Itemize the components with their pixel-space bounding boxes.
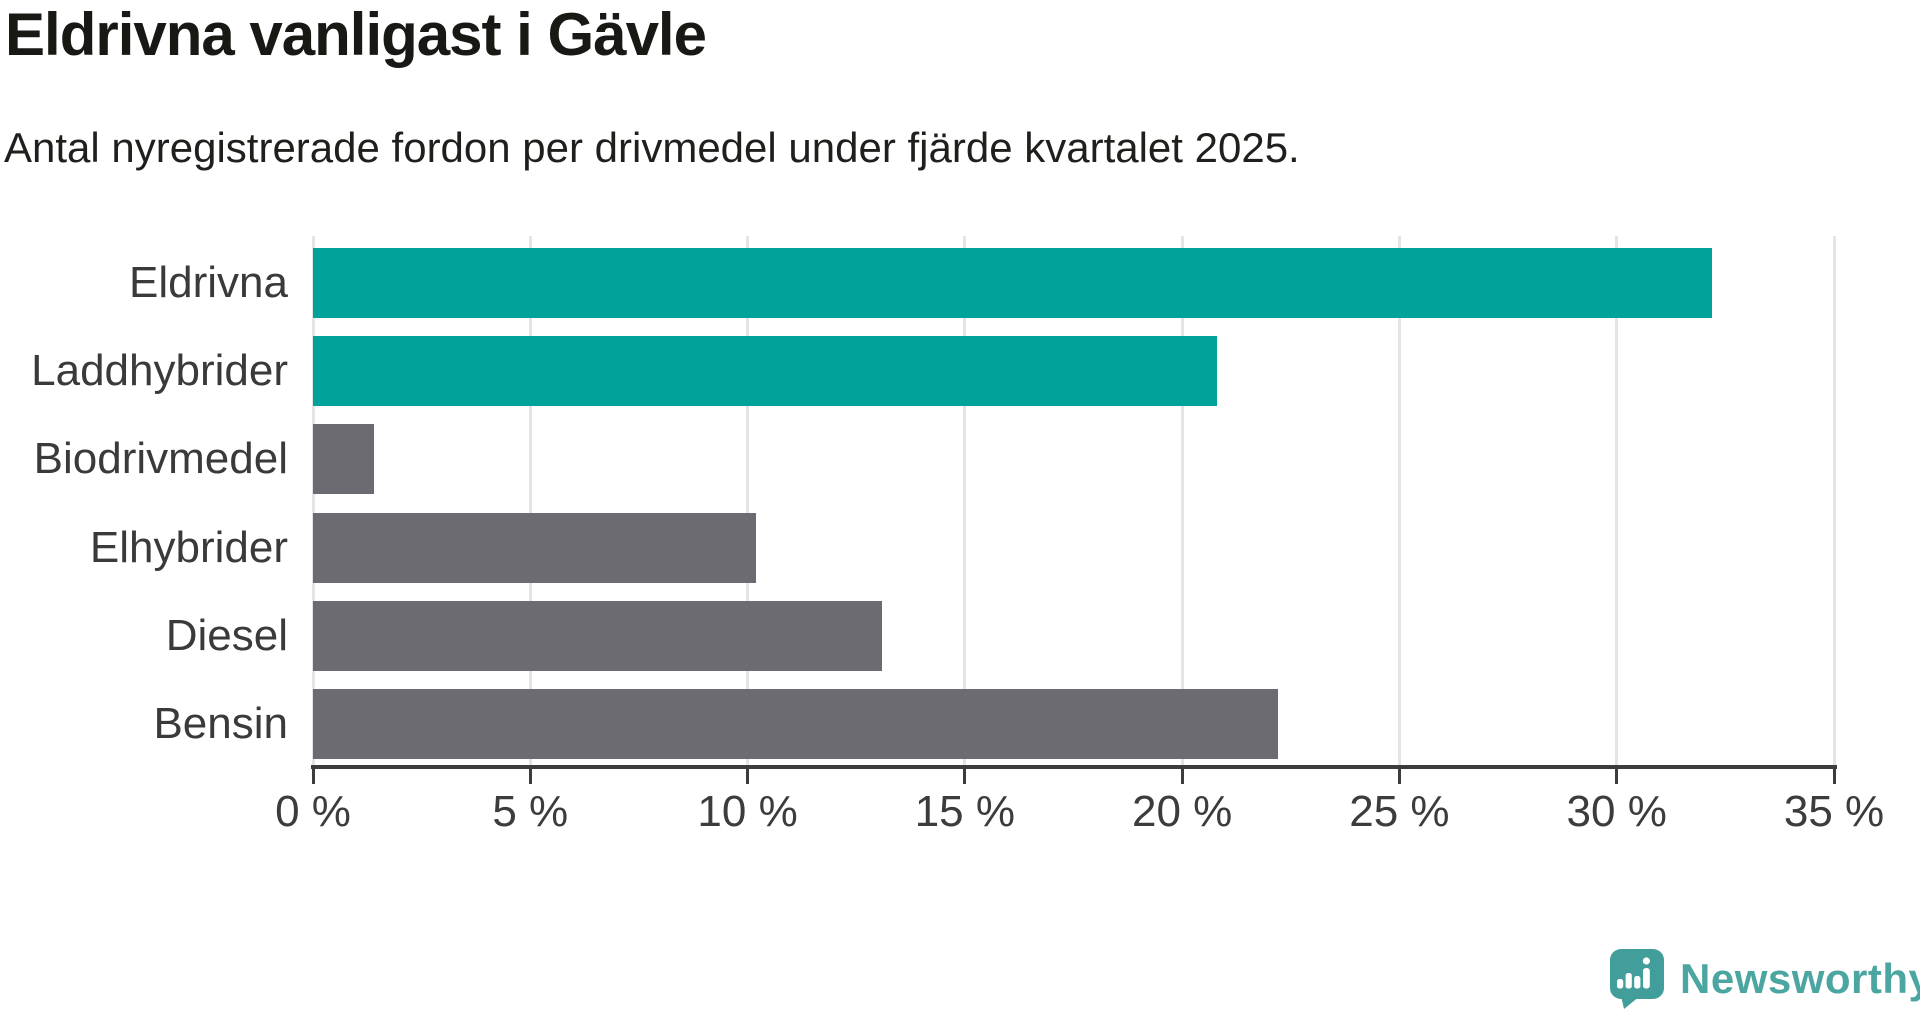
category-label: Biodrivmedel: [33, 434, 288, 484]
x-axis-tick-label: 15 %: [914, 787, 1015, 836]
gridline: [1180, 236, 1184, 765]
newsworthy-wordmark: Newsworthy: [1680, 955, 1920, 1002]
category-label: Eldrivna: [129, 258, 288, 308]
bar-eldrivna: [313, 248, 1713, 319]
gridline: [963, 236, 967, 765]
x-axis-tick: [311, 765, 315, 784]
x-axis-tick: [1832, 765, 1836, 784]
newsworthy-logo: Newsworthy: [1608, 948, 1920, 1010]
bar-elhybrider: [313, 512, 757, 583]
category-label: Diesel: [165, 610, 288, 660]
category-label: Bensin: [153, 698, 288, 748]
bar-biodrivmedel: [313, 424, 374, 495]
bar-diesel: [313, 600, 883, 671]
x-axis-line: [311, 765, 1837, 769]
category-label: Laddhybrider: [31, 346, 288, 396]
x-axis-tick: [528, 765, 532, 784]
x-axis-tick: [1180, 765, 1184, 784]
x-axis-tick-label: 10 %: [697, 787, 798, 836]
x-axis-tick-label: 35 %: [1783, 787, 1885, 836]
chart-subtitle: Antal nyregistrerade fordon per drivmede…: [4, 124, 1300, 171]
bar-bensin: [313, 688, 1278, 759]
gridline: [746, 236, 750, 765]
x-axis-tick-label: 5 %: [492, 787, 569, 836]
x-axis-tick-label: 30 %: [1566, 787, 1667, 836]
x-axis-tick: [963, 765, 967, 784]
x-axis-tick-label: 0 %: [275, 787, 351, 836]
x-axis-tick: [1615, 765, 1619, 784]
gridline: [528, 236, 532, 765]
gridline: [1615, 236, 1619, 765]
category-label: Elhybrider: [89, 522, 288, 572]
chart-title: Eldrivna vanligast i Gävle: [5, 1, 707, 68]
gridline: [1832, 236, 1836, 765]
newsworthy-pin-bar-chart-icon: [1610, 949, 1664, 1009]
gridline: [311, 236, 315, 765]
x-axis-tick-label: 25 %: [1349, 787, 1450, 836]
x-axis-tick: [746, 765, 750, 784]
x-axis-tick: [1397, 765, 1401, 784]
gridline: [1397, 236, 1401, 765]
x-axis-tick-label: 20 %: [1131, 787, 1233, 836]
bar-laddhybrider: [313, 336, 1217, 407]
